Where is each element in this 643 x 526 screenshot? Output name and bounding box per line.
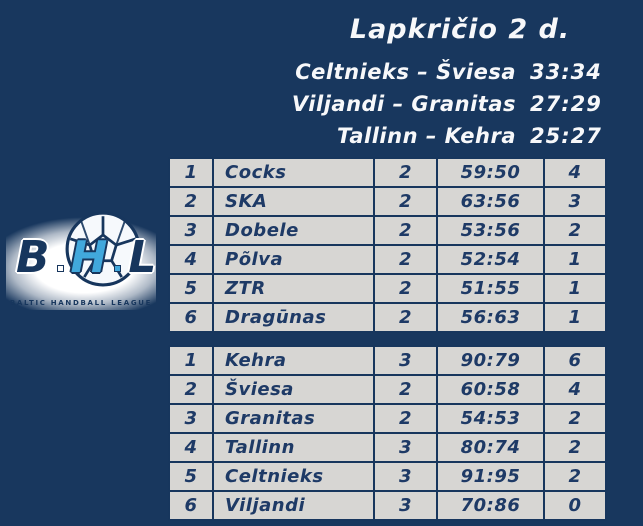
games-cell: 3: [375, 463, 436, 490]
games-cell: 2: [375, 275, 436, 302]
points-cell: 0: [545, 492, 605, 519]
team-cell: SKA: [214, 188, 373, 215]
standings-table-1: 1 Cocks 2 59:50 4 2 SKA 2 63:56 3 3 Dobe…: [168, 157, 607, 333]
rank-cell: 1: [170, 347, 212, 374]
logo-dot-icon: [114, 264, 122, 272]
rank-cell: 1: [170, 159, 212, 186]
match-results: Celtnieks – Šviesa 33:34 Viljandi – Gran…: [288, 56, 602, 152]
games-cell: 2: [375, 217, 436, 244]
goals-cell: 52:54: [438, 246, 543, 273]
points-cell: 4: [545, 159, 605, 186]
games-cell: 2: [375, 304, 436, 331]
games-cell: 3: [375, 434, 436, 461]
standings-table-2: 1 Kehra 3 90:79 6 2 Šviesa 2 60:58 4 3 G…: [168, 345, 607, 521]
logo-tagline: BALTIC HANDBALL LEAGUE: [9, 299, 153, 307]
games-cell: 2: [375, 405, 436, 432]
rank-cell: 2: [170, 188, 212, 215]
points-cell: 1: [545, 246, 605, 273]
points-cell: 1: [545, 275, 605, 302]
team-cell: Põlva: [214, 246, 373, 273]
match-result-line: Viljandi – Granitas 27:29: [288, 88, 602, 120]
logo-letter-b: B: [16, 232, 50, 283]
logo-dot-icon: [56, 264, 64, 272]
rank-cell: 6: [170, 492, 212, 519]
team-cell: Cocks: [214, 159, 373, 186]
match-teams: Tallinn – Kehra: [337, 124, 516, 148]
match-score: 33:34: [530, 60, 602, 84]
team-cell: Dobele: [214, 217, 373, 244]
rank-cell: 5: [170, 275, 212, 302]
points-cell: 1: [545, 304, 605, 331]
goals-cell: 53:56: [438, 217, 543, 244]
match-teams: Celtnieks – Šviesa: [295, 60, 516, 84]
goals-cell: 59:50: [438, 159, 543, 186]
logo-letter-l: L: [128, 232, 157, 283]
points-cell: 2: [545, 217, 605, 244]
goals-cell: 91:95: [438, 463, 543, 490]
match-score: 25:27: [530, 124, 602, 148]
rank-cell: 2: [170, 376, 212, 403]
rank-cell: 3: [170, 405, 212, 432]
games-cell: 2: [375, 376, 436, 403]
rank-cell: 6: [170, 304, 212, 331]
points-cell: 3: [545, 188, 605, 215]
goals-cell: 80:74: [438, 434, 543, 461]
rank-cell: 3: [170, 217, 212, 244]
games-cell: 2: [375, 159, 436, 186]
match-teams: Viljandi – Granitas: [291, 92, 516, 116]
games-cell: 2: [375, 188, 436, 215]
rank-cell: 5: [170, 463, 212, 490]
goals-cell: 54:53: [438, 405, 543, 432]
match-result-line: Tallinn – Kehra 25:27: [288, 120, 602, 152]
logo-letters: B H L: [16, 232, 157, 283]
rank-cell: 4: [170, 434, 212, 461]
team-cell: Kehra: [214, 347, 373, 374]
games-cell: 3: [375, 347, 436, 374]
date-title: Lapkričio 2 d.: [349, 14, 571, 45]
logo-letter-h: H: [70, 232, 108, 283]
points-cell: 4: [545, 376, 605, 403]
goals-cell: 51:55: [438, 275, 543, 302]
bhl-logo: B H L BALTIC HANDBALL LEAGUE: [6, 211, 157, 310]
goals-cell: 90:79: [438, 347, 543, 374]
team-cell: Dragūnas: [214, 304, 373, 331]
goals-cell: 70:86: [438, 492, 543, 519]
team-cell: Šviesa: [214, 376, 373, 403]
points-cell: 2: [545, 434, 605, 461]
team-cell: Tallinn: [214, 434, 373, 461]
points-cell: 2: [545, 463, 605, 490]
points-cell: 2: [545, 405, 605, 432]
points-cell: 6: [545, 347, 605, 374]
match-result-line: Celtnieks – Šviesa 33:34: [288, 56, 602, 88]
games-cell: 3: [375, 492, 436, 519]
team-cell: ZTR: [214, 275, 373, 302]
team-cell: Celtnieks: [214, 463, 373, 490]
goals-cell: 56:63: [438, 304, 543, 331]
match-score: 27:29: [530, 92, 602, 116]
team-cell: Viljandi: [214, 492, 373, 519]
team-cell: Granitas: [214, 405, 373, 432]
goals-cell: 63:56: [438, 188, 543, 215]
games-cell: 2: [375, 246, 436, 273]
rank-cell: 4: [170, 246, 212, 273]
goals-cell: 60:58: [438, 376, 543, 403]
